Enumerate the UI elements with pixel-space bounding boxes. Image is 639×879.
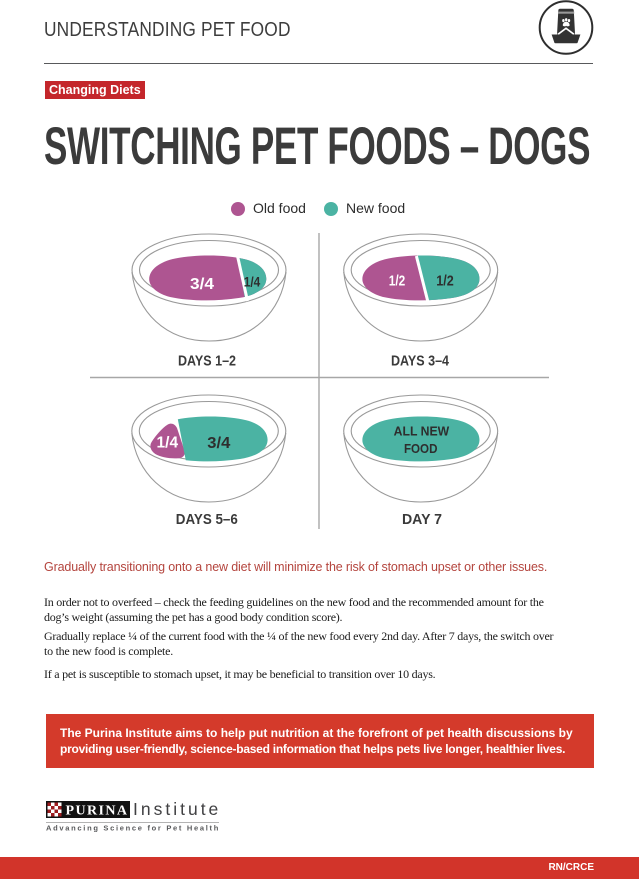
svg-text:PURINA: PURINA bbox=[66, 804, 129, 819]
svg-text:FOOD: FOOD bbox=[404, 441, 438, 456]
svg-text:Advancing Science for Pet Heal: Advancing Science for Pet Health bbox=[46, 823, 220, 832]
svg-text:3/4: 3/4 bbox=[207, 435, 230, 452]
svg-text:DAYS 3–4: DAYS 3–4 bbox=[391, 354, 449, 370]
svg-text:Institute: Institute bbox=[133, 801, 221, 819]
svg-text:1/2: 1/2 bbox=[389, 272, 406, 289]
svg-text:1/2: 1/2 bbox=[436, 272, 454, 289]
svg-text:3/4: 3/4 bbox=[190, 276, 214, 293]
svg-text:DAYS 1–2: DAYS 1–2 bbox=[178, 354, 236, 370]
svg-text:ALL NEW: ALL NEW bbox=[394, 424, 450, 439]
svg-text:DAY 7: DAY 7 bbox=[402, 512, 442, 528]
svg-text:1/4: 1/4 bbox=[157, 435, 179, 452]
svg-text:DAYS 5–6: DAYS 5–6 bbox=[176, 512, 238, 528]
svg-text:1/4: 1/4 bbox=[244, 274, 261, 290]
